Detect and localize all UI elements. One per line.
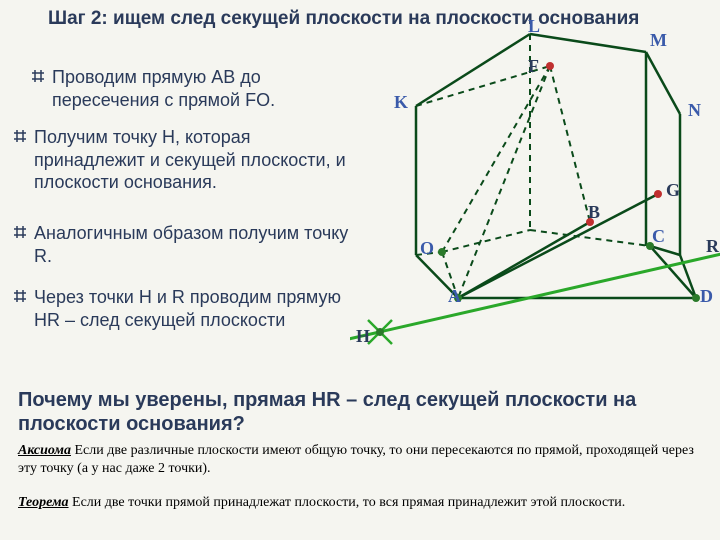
axiom: Аксиома Если две различные плоскости име… <box>18 442 698 478</box>
bullet-1: Проводим прямую АВ до пересечения с прям… <box>30 66 360 111</box>
hash-icon <box>12 224 28 240</box>
hash-icon <box>12 288 28 304</box>
theorem-body: Если две точки прямой принадлежат плоско… <box>69 495 626 510</box>
bullet-text: Через точки H и R проводим прямую HR – с… <box>34 286 352 331</box>
label-M: M <box>650 30 667 51</box>
label-F: F <box>528 56 539 77</box>
theorem: Теорема Если две точки прямой принадлежа… <box>18 494 698 512</box>
question-text: Почему мы уверены, прямая HR – след секу… <box>18 388 698 436</box>
geometry-diagram: L M F K N G B C O R A D H <box>350 30 720 380</box>
label-B: B <box>588 202 600 223</box>
label-R: R <box>706 236 719 257</box>
bullet-text: Аналогичным образом получим точку R. <box>34 222 352 267</box>
hash-icon <box>12 128 28 144</box>
bullet-text: Проводим прямую АВ до пересечения с прям… <box>52 66 360 111</box>
label-N: N <box>688 100 701 121</box>
axiom-keyword: Аксиома <box>18 443 71 458</box>
label-K: K <box>394 92 408 113</box>
label-C: C <box>652 226 665 247</box>
bullet-2: Получим точку H, которая принадлежит и с… <box>12 126 352 194</box>
theorem-keyword: Теорема <box>18 495 69 510</box>
axiom-body: Если две различные плоскости имеют общую… <box>18 443 694 476</box>
label-D: D <box>700 286 713 307</box>
hash-icon <box>30 68 46 84</box>
label-G: G <box>666 180 680 201</box>
label-O: O <box>420 238 434 259</box>
step-title: Шаг 2: ищем след секущей плоскости на пл… <box>48 8 668 31</box>
bullet-3: Аналогичным образом получим точку R. <box>12 222 352 267</box>
label-L: L <box>528 16 540 37</box>
label-A: A <box>448 286 461 307</box>
bullet-4: Через точки H и R проводим прямую HR – с… <box>12 286 352 331</box>
label-H: H <box>356 326 370 347</box>
bullet-text: Получим точку H, которая принадлежит и с… <box>34 126 352 194</box>
